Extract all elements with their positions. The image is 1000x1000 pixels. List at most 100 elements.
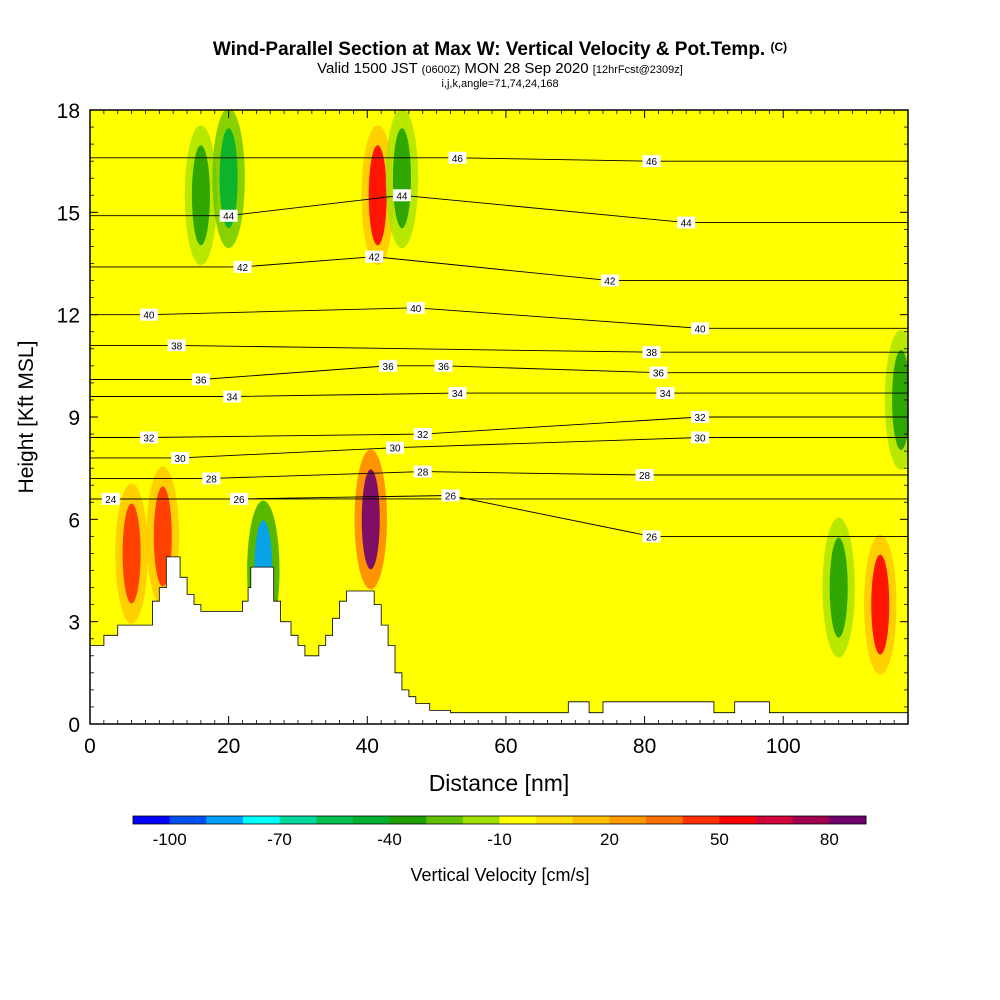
theta-contour-36 <box>90 365 908 380</box>
x-tick-label: 100 <box>766 735 801 758</box>
x-tick-label: 20 <box>217 735 240 758</box>
colorbar-tick-label: 20 <box>600 830 619 849</box>
contour-label-bg <box>635 468 654 481</box>
y-tick-label: 9 <box>68 407 80 430</box>
colorbar-segment <box>316 816 354 824</box>
contour-label: 42 <box>600 274 619 288</box>
contour-label-bg <box>642 346 661 359</box>
contour-label-bg <box>691 322 710 335</box>
chart-title-block: Wind-Parallel Section at Max W: Vertical… <box>0 36 1000 90</box>
colorbar-segment <box>279 816 317 824</box>
contour-label: 42 <box>233 260 252 274</box>
colorbar-segment <box>352 816 391 824</box>
colorbar-segment <box>756 816 794 824</box>
contour-label-bg <box>642 530 661 543</box>
contour-label-text: 36 <box>195 375 207 386</box>
colorbar-tick-label: -10 <box>487 830 512 849</box>
colorbar-tick-label: -40 <box>377 830 402 849</box>
colorbar-segment <box>169 816 207 824</box>
y-tick-label: 6 <box>68 509 80 532</box>
contour-label-text: 42 <box>369 253 381 264</box>
contour-label-bg <box>434 359 453 372</box>
x-tick-label: 80 <box>633 735 656 758</box>
velocity-core <box>219 128 238 229</box>
y-tick-label: 12 <box>57 305 80 328</box>
colorbar-frame <box>132 815 867 825</box>
colorbar-tick-label: 80 <box>820 830 839 849</box>
contour-label-text: 44 <box>681 219 693 230</box>
colorbar-tick-label: -100 <box>153 830 187 849</box>
contour-label-text: 40 <box>143 311 155 322</box>
contour-label-bg <box>230 492 249 505</box>
contour-label-text: 44 <box>396 191 408 202</box>
chart-title: Wind-Parallel Section at Max W: Vertical… <box>212 39 788 60</box>
x-tick-label: 40 <box>356 735 379 758</box>
contour-label-bg <box>233 260 252 273</box>
contour-label-bg <box>441 489 460 502</box>
contour-label-text: 28 <box>206 474 218 485</box>
contour-label-text: 32 <box>694 413 706 424</box>
contour-label: 36 <box>191 373 210 386</box>
contour-label: 44 <box>219 209 238 223</box>
contour-label-text: 38 <box>171 341 183 352</box>
velocity-core <box>361 469 380 570</box>
colorbar-segment <box>829 816 867 824</box>
colorbar-segment <box>609 816 647 824</box>
colorbar: -100 -70 -40 -10 20 50 80 <box>132 815 867 849</box>
y-axis-label: Height [Kft MSL] <box>15 341 38 494</box>
colorbar-segment <box>389 816 427 824</box>
colorbar-segment <box>719 816 757 824</box>
contour-label: 36 <box>434 359 453 373</box>
colorbar-segment <box>792 816 830 824</box>
x-tick-label: 0 <box>84 735 96 758</box>
contour-label-text: 28 <box>639 471 651 482</box>
contour-label-text: 30 <box>175 454 187 465</box>
contour-label-text: 38 <box>646 348 658 359</box>
contour-label-text: 42 <box>604 277 616 288</box>
theta-contour-38 <box>90 344 908 353</box>
contour-label-bg <box>219 209 238 222</box>
contour-label-bg <box>167 339 186 352</box>
contour-label: 24 <box>101 492 120 506</box>
contour-label: 46 <box>448 151 467 165</box>
contour-label: 34 <box>223 390 242 404</box>
contour-label-bg <box>365 250 384 263</box>
contour-label-bg <box>406 301 425 314</box>
contour-label-text: 44 <box>223 212 235 223</box>
contour-label: 26 <box>230 492 249 506</box>
contour-label-bg <box>656 387 675 400</box>
contour-label-bg <box>642 155 661 168</box>
y-tick-label: 18 <box>57 100 80 123</box>
contour-label-text: 40 <box>694 324 706 335</box>
copyright-mark: (C) <box>770 40 788 54</box>
chart-indices: i,j,k,angle=71,74,24,168 <box>441 78 559 90</box>
theta-contour-46 <box>90 157 908 162</box>
contour-label-text: 26 <box>646 532 658 543</box>
colorbar-segment <box>242 816 281 824</box>
contour-label: 26 <box>441 489 460 502</box>
contour-label: 38 <box>642 346 661 359</box>
chart-subtitle: Valid 1500 JST (0600Z) MON 28 Sep 2020 [… <box>317 60 683 77</box>
contour-label: 30 <box>386 441 405 455</box>
contour-label-text: 34 <box>452 389 464 400</box>
contour-label-text: 46 <box>646 157 658 168</box>
y-tick-label: 15 <box>57 202 80 225</box>
contour-label-bg <box>386 441 405 454</box>
colorbar-segment <box>206 816 244 824</box>
contour-label-text: 28 <box>417 468 429 479</box>
contour-labels: 24 26 26 26 28 28 28 30 30 30 32 32 32 34 34 34 36 36 36 36… <box>101 151 710 543</box>
contour-label: 28 <box>202 472 221 485</box>
contour-label-bg <box>691 411 710 423</box>
contour-label-bg <box>691 431 710 444</box>
contour-label-text: 32 <box>417 430 429 441</box>
contour-label-bg <box>171 451 190 464</box>
contour-label: 40 <box>691 322 710 335</box>
contour-label-text: 32 <box>143 433 155 444</box>
contour-label: 34 <box>448 387 467 400</box>
y-tick-label: 0 <box>68 714 80 737</box>
contour-label: 32 <box>691 411 710 424</box>
contour-label-text: 42 <box>237 263 249 274</box>
terrain-mask <box>89 556 909 725</box>
velocity-core <box>871 554 890 655</box>
